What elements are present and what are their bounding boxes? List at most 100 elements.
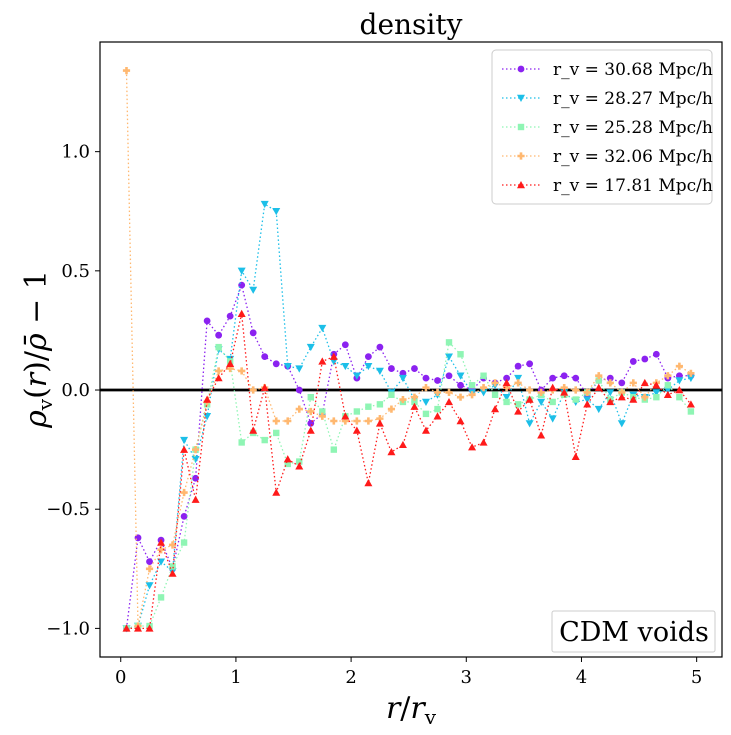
data-point	[168, 569, 177, 577]
legend-marker	[517, 94, 525, 102]
annotation-frame	[551, 610, 716, 653]
data-point	[352, 426, 361, 434]
data-point	[434, 377, 441, 384]
data-point	[376, 401, 384, 408]
data-point	[261, 436, 268, 444]
y-tick-label: 0.5	[61, 261, 90, 282]
data-point	[606, 374, 614, 382]
data-point	[272, 417, 280, 425]
data-point	[479, 438, 488, 446]
data-point	[192, 474, 200, 482]
data-point	[296, 458, 303, 465]
series-5	[122, 309, 695, 632]
data-point	[272, 208, 281, 216]
data-point	[375, 419, 384, 427]
data-point	[410, 402, 419, 410]
data-point	[514, 379, 522, 387]
data-point	[468, 382, 476, 389]
data-point	[341, 412, 350, 420]
data-point	[353, 417, 361, 425]
data-point	[249, 386, 257, 394]
data-point	[629, 395, 638, 403]
data-point	[606, 397, 615, 406]
data-point	[422, 410, 430, 418]
data-point	[422, 374, 430, 382]
data-point	[480, 372, 487, 379]
annotation-text: CDM voids	[559, 617, 709, 648]
data-point	[491, 405, 500, 413]
data-point	[157, 558, 166, 566]
data-point	[215, 331, 223, 339]
data-point	[307, 419, 315, 427]
legend-item: r_v = 30.68 Mpc/h	[502, 60, 713, 80]
data-point	[261, 353, 269, 361]
data-point	[203, 395, 212, 403]
x-tick-label: 3	[461, 667, 472, 688]
data-point	[537, 388, 545, 397]
data-point	[468, 391, 476, 399]
data-point	[284, 417, 292, 425]
data-point	[456, 417, 465, 425]
data-point	[387, 405, 396, 413]
data-point	[226, 359, 235, 368]
data-point	[330, 446, 338, 453]
data-point	[456, 372, 465, 380]
data-point	[479, 389, 488, 397]
data-point	[594, 405, 603, 414]
data-point	[514, 407, 523, 415]
data-point	[503, 374, 511, 382]
data-point	[318, 324, 327, 333]
data-point	[617, 420, 626, 428]
legend-frame	[491, 49, 713, 205]
data-point	[595, 372, 603, 380]
data-point	[594, 383, 603, 391]
data-point	[249, 286, 258, 294]
data-point	[572, 396, 579, 403]
y-axis-label: ρv(r)/ρ̄ − 1	[19, 270, 57, 429]
x-tick-label: 0	[115, 667, 126, 688]
data-point	[180, 539, 188, 546]
data-point	[388, 391, 395, 398]
data-point	[272, 360, 280, 368]
data-point	[318, 412, 326, 420]
data-point	[618, 388, 626, 397]
data-point	[537, 398, 546, 406]
legend-marker	[517, 123, 525, 131]
data-point	[329, 358, 338, 366]
data-point	[157, 538, 166, 546]
data-point	[375, 367, 384, 375]
data-point	[548, 383, 557, 391]
data-point	[341, 362, 350, 371]
data-point	[664, 372, 672, 380]
x-tick-label: 4	[576, 667, 587, 688]
data-point	[686, 400, 695, 408]
y-tick-label: 1.0	[61, 142, 90, 163]
data-point	[572, 374, 580, 382]
data-point	[675, 362, 683, 370]
data-point	[457, 381, 464, 389]
data-point	[445, 397, 454, 406]
data-point	[537, 431, 546, 439]
data-point	[191, 455, 200, 464]
data-point	[318, 357, 327, 365]
data-point	[260, 383, 269, 391]
data-point	[675, 386, 684, 394]
data-point	[571, 452, 580, 460]
data-point	[180, 488, 188, 497]
data-point	[329, 352, 338, 360]
data-point	[319, 408, 326, 415]
data-point	[295, 405, 303, 413]
data-point	[168, 541, 177, 549]
data-point	[549, 398, 556, 406]
data-point	[583, 388, 591, 397]
data-point	[376, 415, 384, 423]
y-tick-label: −0.5	[46, 499, 90, 520]
data-point	[307, 407, 315, 416]
data-point	[145, 582, 154, 590]
data-point	[479, 384, 488, 392]
data-point	[491, 391, 499, 398]
data-point	[203, 413, 212, 421]
data-point	[388, 365, 395, 372]
legend-label: r_v = 25.28 Mpc/h	[553, 118, 713, 138]
